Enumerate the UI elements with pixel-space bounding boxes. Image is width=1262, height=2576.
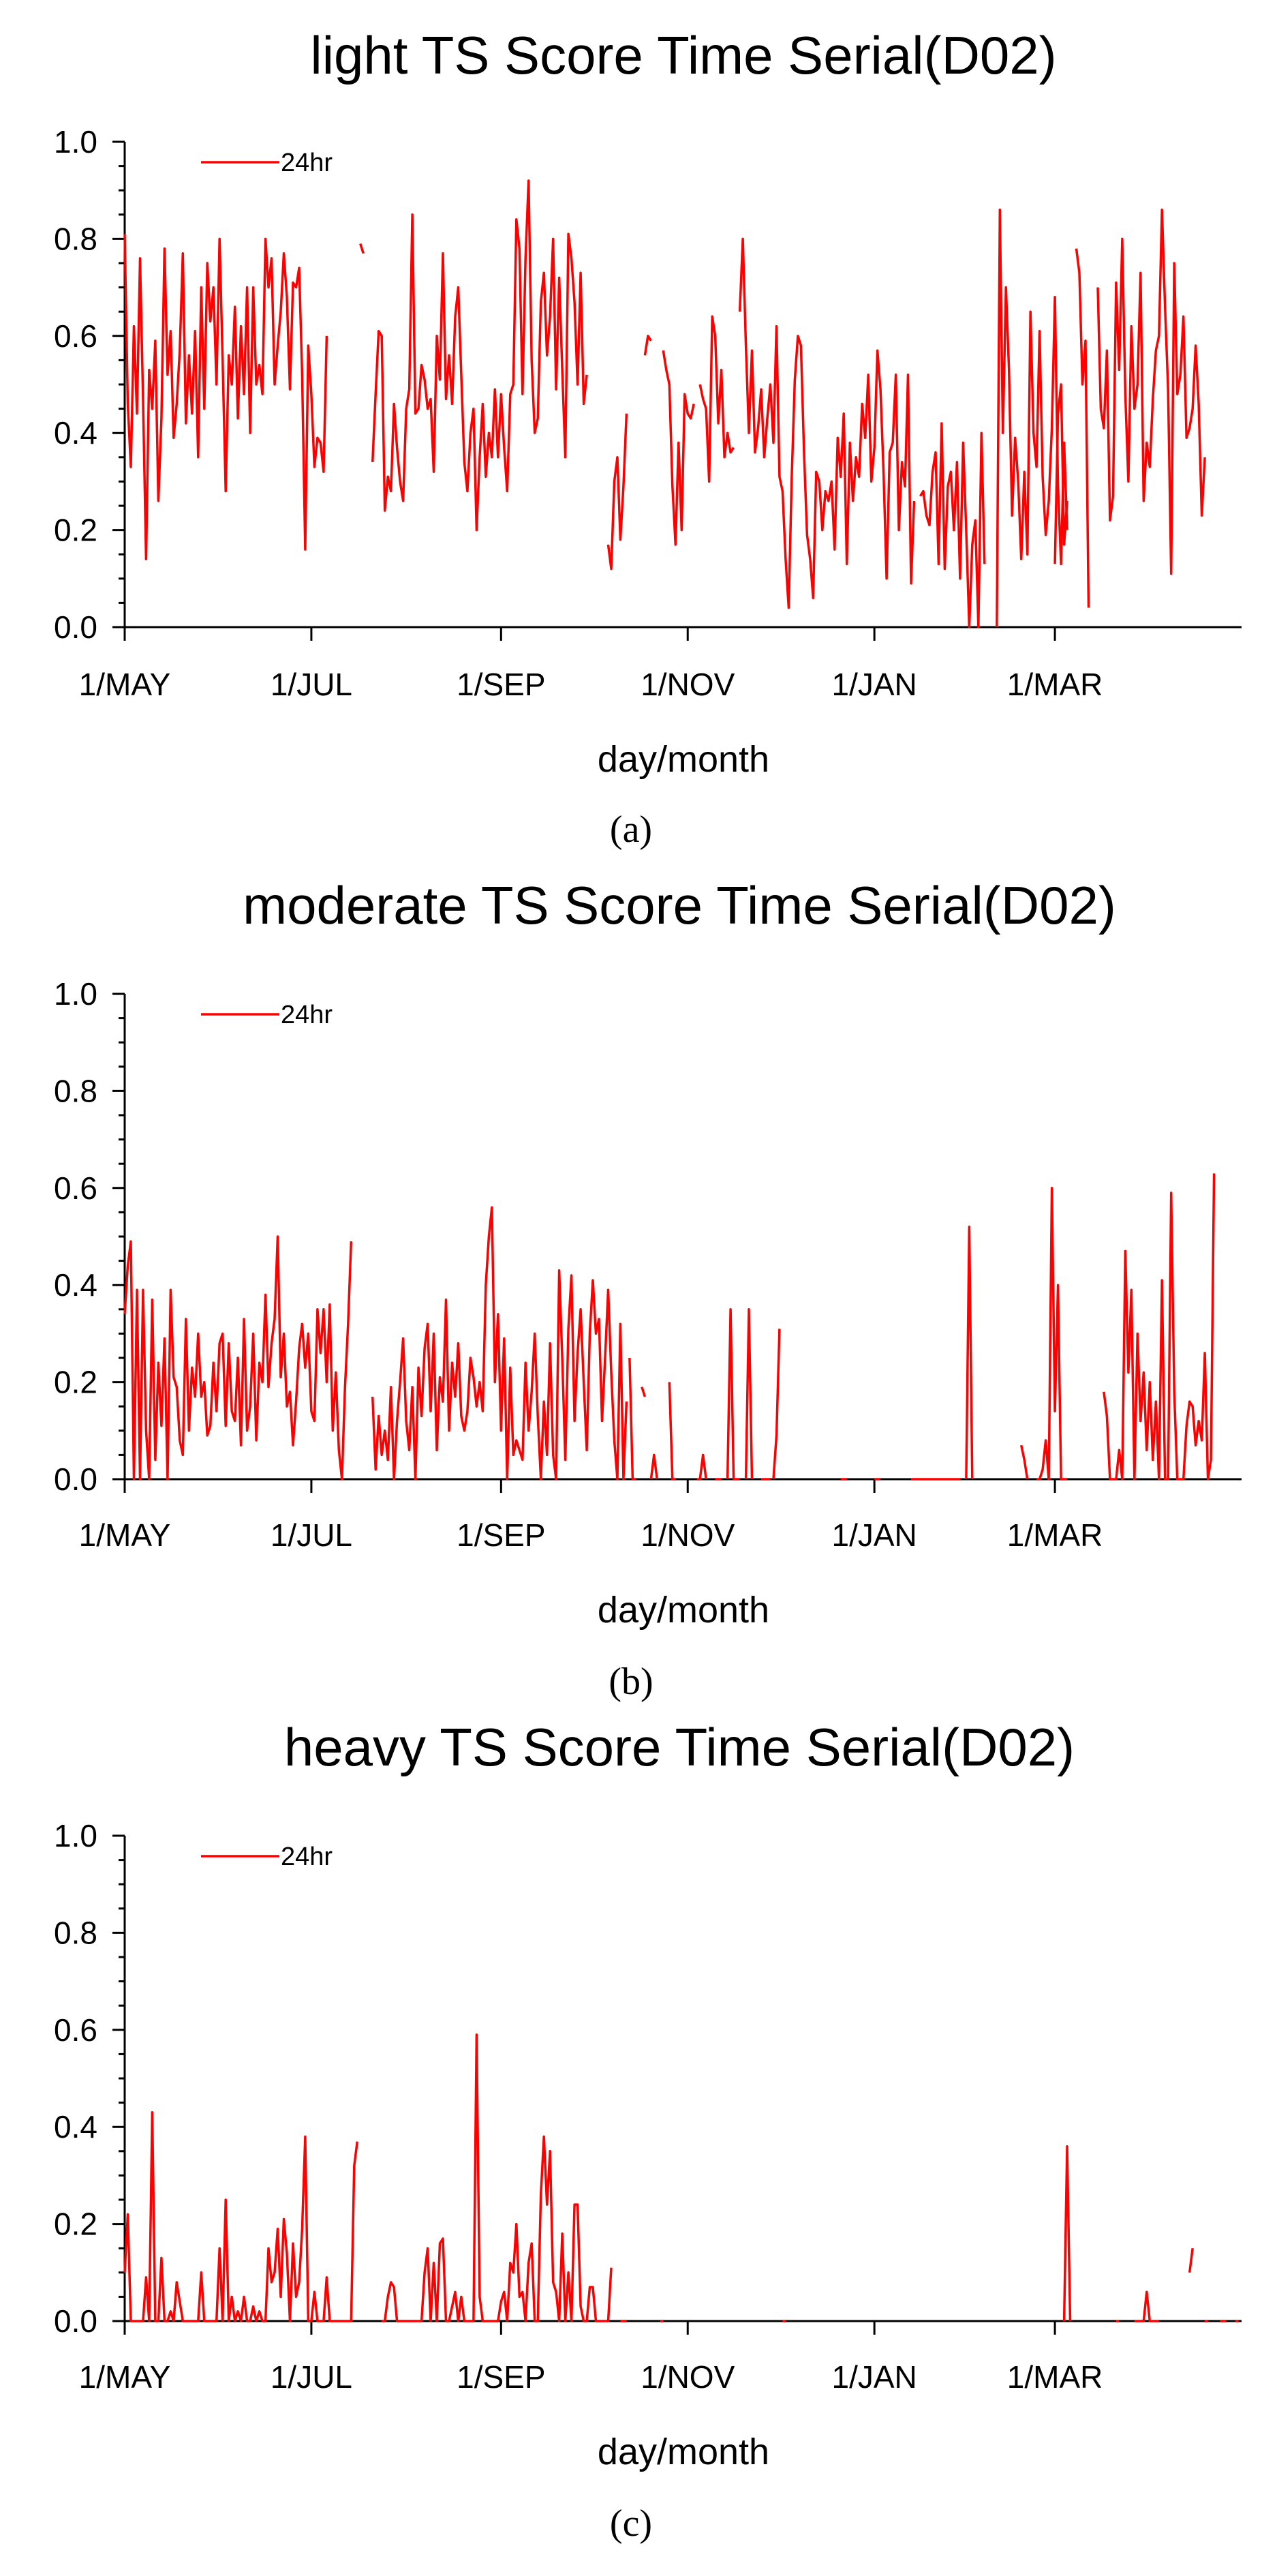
series-line-segment — [696, 1453, 707, 1481]
series-line-segment — [744, 1308, 754, 1480]
x-tick-label: 1/JAN — [832, 667, 917, 702]
x-tick-label: 1/SEP — [457, 1517, 545, 1553]
x-axis-label: day/month — [598, 1590, 769, 1631]
x-tick-label: 1/MAR — [1007, 2359, 1103, 2395]
series-line-segment — [123, 1235, 353, 1481]
x-tick-label: 1/MAY — [79, 667, 171, 702]
series-line-segment — [1053, 383, 1068, 564]
panel-caption: (a) — [610, 808, 652, 851]
series-line-segment — [738, 237, 916, 609]
series-line-segment — [1062, 2145, 1072, 2322]
chart-light: light TS Score Time Serial(D02) 0.0 0.2 0.4… — [54, 25, 1242, 851]
y-tick-label: 0.8 — [54, 1915, 97, 1950]
series-line-segment — [649, 1453, 659, 1480]
series-line-segment — [641, 1387, 647, 1397]
y-tick-label: 0.2 — [54, 513, 97, 548]
y-tick-label: 1.0 — [54, 1818, 97, 1853]
series-line-segment — [606, 413, 628, 571]
x-tick-label: 1/JUL — [271, 667, 352, 702]
series-line-segment — [1103, 1173, 1216, 1481]
y-tick-label: 0.4 — [54, 1267, 97, 1303]
series-line-segment — [772, 1329, 781, 1480]
chart-title: moderate TS Score Time Serial(D02) — [243, 875, 1116, 935]
series-line-segment — [123, 234, 328, 561]
y-tick-label: 0.0 — [54, 2303, 97, 2339]
x-tick-label: 1/JAN — [832, 2359, 917, 2395]
y-tick-label: 0.0 — [54, 609, 97, 645]
x-tick-label: 1/MAR — [1007, 1517, 1103, 1553]
y-tick-label: 1.0 — [54, 124, 97, 160]
y-tick-label: 0.2 — [54, 1365, 97, 1400]
y-tick-label: 0.2 — [54, 2207, 97, 2242]
chart-title: heavy TS Score Time Serial(D02) — [284, 1717, 1075, 1777]
series-line-segment — [371, 179, 588, 532]
series-line-segment — [643, 335, 652, 356]
series-line-segment — [919, 422, 986, 628]
x-tick-label: 1/MAY — [79, 1517, 171, 1553]
y-tick-label: 0.6 — [54, 318, 97, 354]
series-line-segment — [628, 1357, 636, 1481]
y-tick-label: 0.4 — [54, 2109, 97, 2145]
series-line-segment — [1096, 208, 1206, 575]
panel-caption: (c) — [610, 2502, 652, 2545]
chart-title: light TS Score Time Serial(D02) — [310, 25, 1056, 85]
series-line-segment — [1188, 2247, 1194, 2273]
y-tick-label: 1.0 — [54, 976, 97, 1012]
y-tick-label: 0.4 — [54, 415, 97, 451]
x-tick-label: 1/JUL — [271, 2359, 352, 2395]
chart-heavy: heavy TS Score Time Serial(D02) 0.0 0.2 0.4… — [54, 1717, 1242, 2545]
series-line-segment — [123, 2111, 359, 2322]
x-tick-label: 1/NOV — [641, 1517, 735, 1553]
series-line-segment — [965, 1226, 974, 1480]
series-line-segment — [1134, 2290, 1159, 2322]
series-line-segment — [668, 1382, 676, 1481]
series-line-segment — [996, 208, 1068, 628]
series-line-segment — [1075, 248, 1090, 608]
x-tick-label: 1/MAY — [79, 2359, 171, 2395]
series-line-segment — [359, 243, 365, 254]
y-tick-label: 0.6 — [54, 2012, 97, 2048]
x-tick-label: 1/SEP — [457, 667, 545, 702]
series-line-segment — [371, 1206, 628, 1481]
x-axis-label: day/month — [598, 739, 769, 780]
series-line-segment — [1036, 1187, 1067, 1481]
y-tick-label: 0.8 — [54, 221, 97, 256]
chart-moderate: moderate TS Score Time Serial(D02) 0.0 0.2… — [54, 875, 1242, 1703]
series-line-segment — [1019, 1444, 1029, 1480]
series-line-segment — [726, 1308, 740, 1481]
series-line-segment — [382, 2033, 613, 2322]
x-tick-label: 1/JAN — [832, 1517, 917, 1553]
x-axis-label: day/month — [598, 2431, 769, 2472]
series-line-segment — [698, 315, 735, 483]
series-line-segment — [662, 350, 695, 546]
x-tick-label: 1/NOV — [641, 2359, 735, 2395]
y-tick-label: 0.6 — [54, 1170, 97, 1206]
x-tick-label: 1/MAR — [1007, 667, 1103, 702]
legend-label: 24hr — [281, 1001, 333, 1029]
panel-caption: (b) — [609, 1661, 653, 1703]
x-tick-label: 1/NOV — [641, 667, 735, 702]
x-tick-label: 1/SEP — [457, 2359, 545, 2395]
legend-label: 24hr — [281, 1843, 333, 1871]
y-tick-label: 0.0 — [54, 1461, 97, 1497]
y-tick-label: 0.8 — [54, 1073, 97, 1108]
legend-label: 24hr — [281, 149, 333, 177]
x-tick-label: 1/JUL — [271, 1517, 352, 1553]
